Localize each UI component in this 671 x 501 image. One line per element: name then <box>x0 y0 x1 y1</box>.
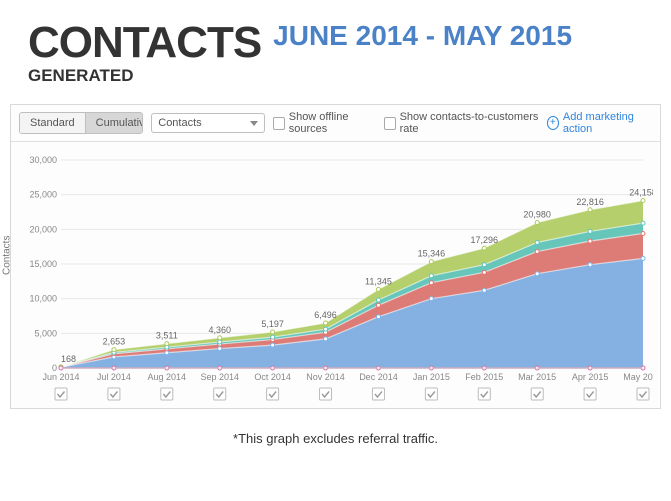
y-axis-label: Contacts <box>2 236 13 275</box>
svg-text:20,980: 20,980 <box>523 210 551 220</box>
chevron-down-icon <box>250 121 258 126</box>
checkbox-label: Show offline sources <box>289 111 376 135</box>
checkbox-label: Show contacts-to-customers rate <box>400 111 539 135</box>
svg-text:17,296: 17,296 <box>471 235 499 245</box>
checkbox-contacts-to-customers[interactable]: Show contacts-to-customers rate <box>384 111 539 135</box>
chart-panel: Standard Cumulative Contacts Show offlin… <box>10 104 661 409</box>
tab-cumulative[interactable]: Cumulative <box>85 113 144 133</box>
svg-text:Dec 2014: Dec 2014 <box>359 372 398 382</box>
dropdown-value: Contacts <box>158 117 201 129</box>
svg-text:15,000: 15,000 <box>29 259 57 269</box>
svg-text:5,000: 5,000 <box>34 328 57 338</box>
svg-text:25,000: 25,000 <box>29 190 57 200</box>
svg-text:11,345: 11,345 <box>365 276 392 286</box>
svg-text:Aug 2014: Aug 2014 <box>148 372 187 382</box>
svg-text:4,360: 4,360 <box>208 325 231 335</box>
svg-text:30,000: 30,000 <box>29 155 57 165</box>
svg-text:5,197: 5,197 <box>261 319 284 329</box>
plus-circle-icon: + <box>547 116 559 130</box>
metric-dropdown[interactable]: Contacts <box>151 113 265 133</box>
contacts-area-chart: 05,00010,00015,00020,00025,00030,0001682… <box>19 148 653 406</box>
svg-text:Nov 2014: Nov 2014 <box>306 372 345 382</box>
page-title: CONTACTS <box>28 18 261 68</box>
svg-text:24,158: 24,158 <box>629 188 653 198</box>
svg-text:6,496: 6,496 <box>314 310 337 320</box>
checkbox-icon <box>273 117 284 130</box>
checkbox-offline-sources[interactable]: Show offline sources <box>273 111 376 135</box>
svg-text:May 2015: May 2015 <box>623 372 653 382</box>
svg-text:Jan 2015: Jan 2015 <box>413 372 450 382</box>
date-range: JUNE 2014 - MAY 2015 <box>273 20 572 52</box>
svg-text:15,346: 15,346 <box>418 249 446 259</box>
svg-text:20,000: 20,000 <box>29 224 57 234</box>
add-marketing-action-button[interactable]: + Add marketing action <box>547 111 652 135</box>
svg-text:Oct 2014: Oct 2014 <box>254 372 291 382</box>
checkbox-icon <box>384 117 396 130</box>
svg-text:Apr 2015: Apr 2015 <box>572 372 609 382</box>
svg-text:Feb 2015: Feb 2015 <box>465 372 503 382</box>
svg-text:Jul 2014: Jul 2014 <box>97 372 131 382</box>
svg-text:10,000: 10,000 <box>29 294 57 304</box>
view-mode-tabs: Standard Cumulative <box>19 112 143 134</box>
svg-text:22,816: 22,816 <box>576 197 604 207</box>
tab-standard[interactable]: Standard <box>20 113 85 133</box>
svg-text:3,511: 3,511 <box>156 331 178 341</box>
footer-note: *This graph excludes referral traffic. <box>0 431 671 446</box>
svg-text:2,653: 2,653 <box>103 337 126 347</box>
page-subtitle: GENERATED <box>28 66 671 86</box>
svg-text:Jun 2014: Jun 2014 <box>42 372 79 382</box>
svg-text:Mar 2015: Mar 2015 <box>518 372 556 382</box>
svg-text:Sep 2014: Sep 2014 <box>200 372 239 382</box>
add-action-label: Add marketing action <box>563 111 652 135</box>
chart-toolbar: Standard Cumulative Contacts Show offlin… <box>11 105 660 142</box>
svg-text:168: 168 <box>61 354 76 364</box>
